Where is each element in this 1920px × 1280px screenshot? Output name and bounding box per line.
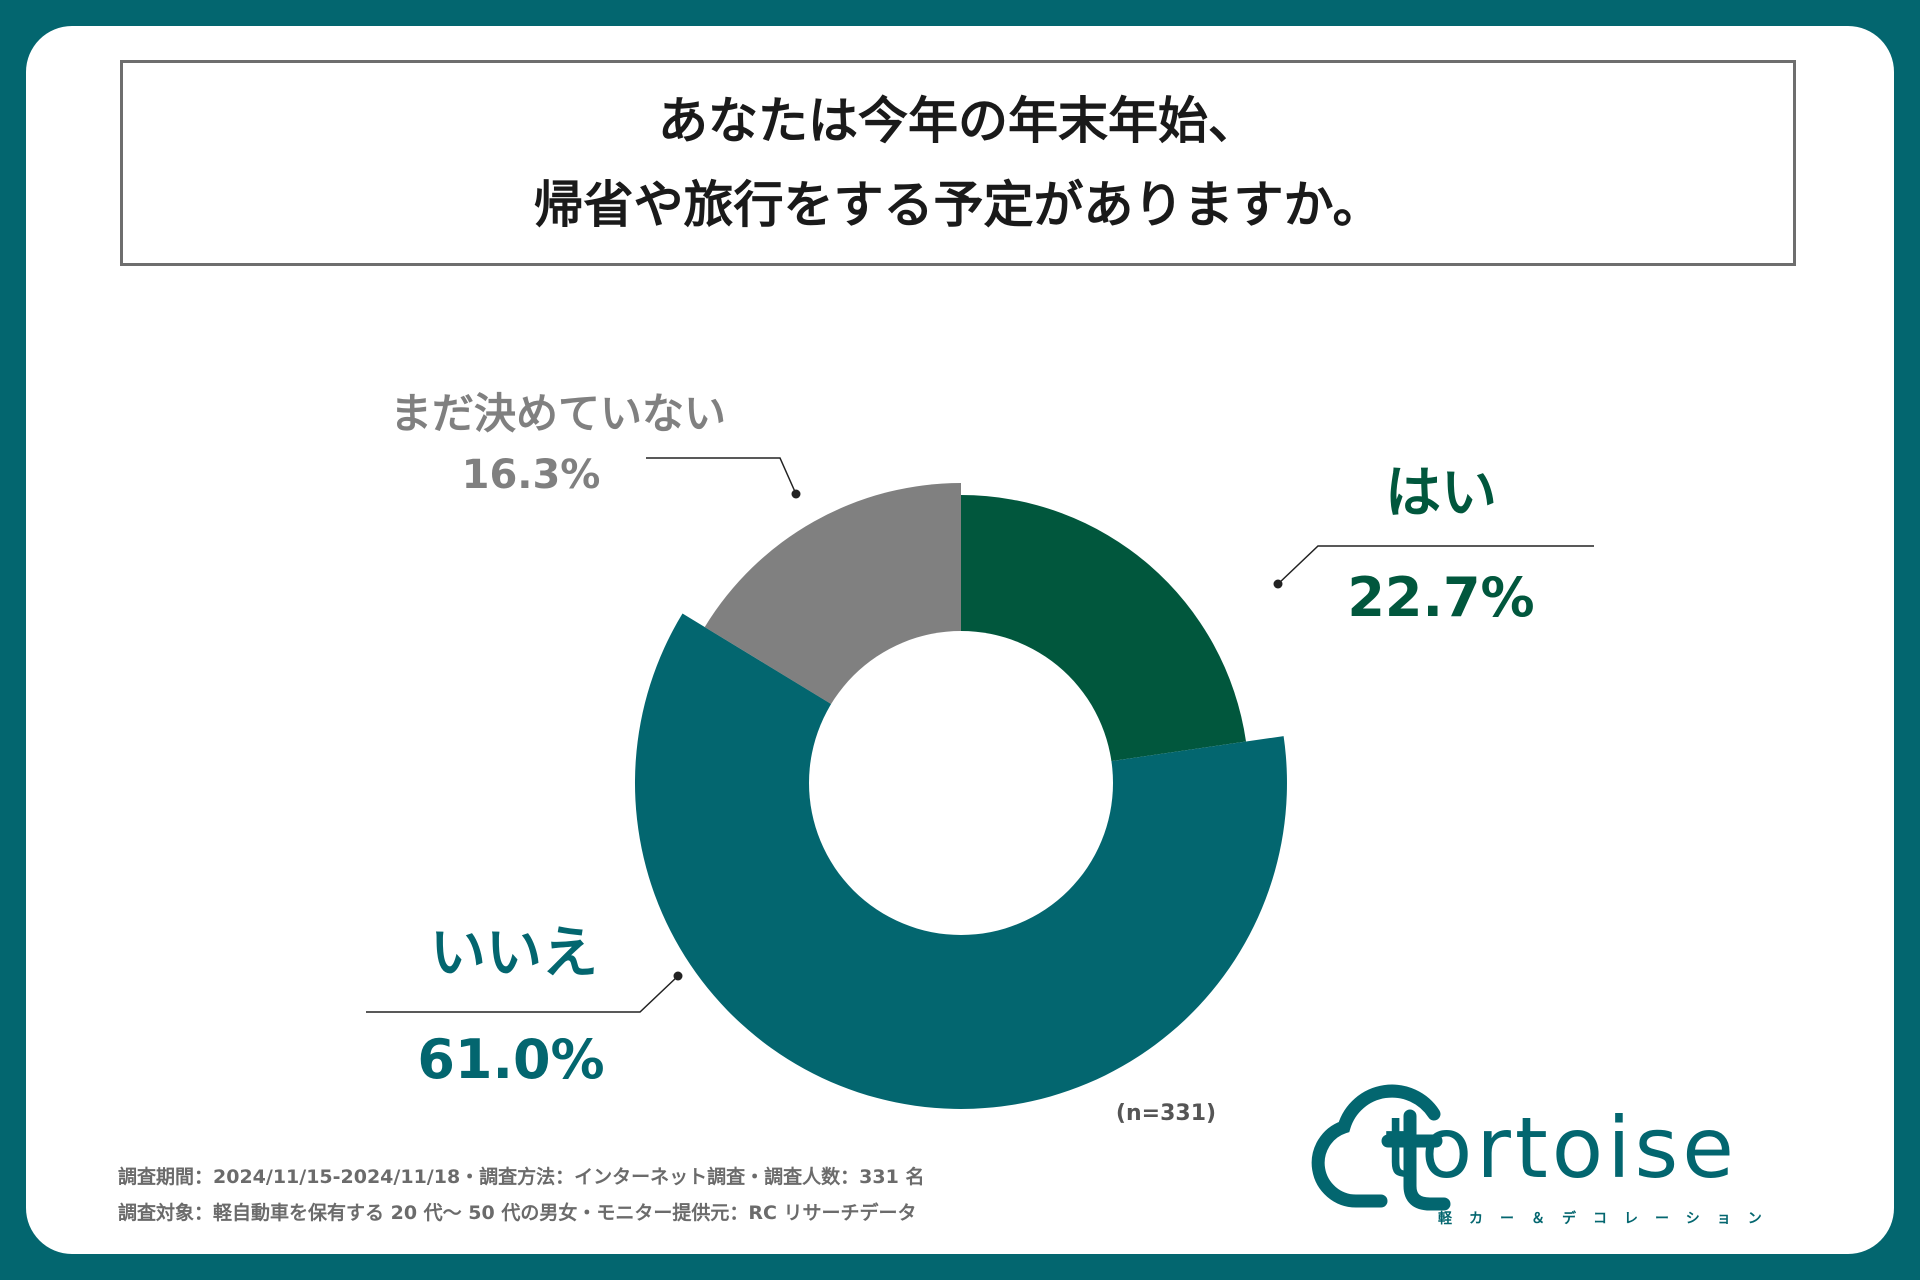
leader-line-undecided bbox=[646, 457, 797, 495]
leader-dot-yes bbox=[1273, 579, 1283, 589]
survey-info-line-1: 調査期間：2024/11/15-2024/11/18・調査方法：インターネット調… bbox=[118, 1166, 925, 1188]
sample-size-note: (n=331) bbox=[1116, 1101, 1216, 1126]
infographic-card: あなたは今年の年末年始、 帰省や旅行をする予定がありますか。 はい 22.7% … bbox=[26, 26, 1894, 1254]
question-title-box: あなたは今年の年末年始、 帰省や旅行をする予定がありますか。 bbox=[120, 60, 1796, 266]
donut-chart: はい 22.7% いいえ 61.0% まだ決めていない 16.3% (n=331… bbox=[366, 389, 1594, 1211]
leader-dot-no bbox=[673, 971, 683, 981]
category-label-yes: はい bbox=[1385, 461, 1497, 526]
logo-wordmark: tortoise bbox=[1384, 1099, 1738, 1197]
logo-tagline: 軽カー＆デコレーション bbox=[1438, 1211, 1779, 1227]
donut-hole bbox=[809, 631, 1113, 935]
value-label-undecided: 16.3% bbox=[462, 452, 601, 498]
category-label-no: いいえ bbox=[430, 921, 598, 986]
leader-line-yes bbox=[1277, 545, 1594, 585]
question-title-line-2: 帰省や旅行をする予定がありますか。 bbox=[533, 176, 1383, 234]
category-label-undecided: まだ決めていない bbox=[390, 389, 726, 438]
tortoise-logo-icon bbox=[1311, 1084, 1451, 1211]
value-label-no: 61.0% bbox=[417, 1028, 604, 1091]
value-label-yes: 22.7% bbox=[1347, 566, 1534, 629]
survey-info-line-2: 調査対象：軽自動車を保有する 20 代〜 50 代の男女・モニター提供元：RC … bbox=[118, 1202, 917, 1224]
question-title-line-1: あなたは今年の年末年始、 bbox=[658, 92, 1258, 150]
leader-dot-undecided bbox=[791, 489, 801, 499]
leader-line-no bbox=[366, 975, 679, 1013]
